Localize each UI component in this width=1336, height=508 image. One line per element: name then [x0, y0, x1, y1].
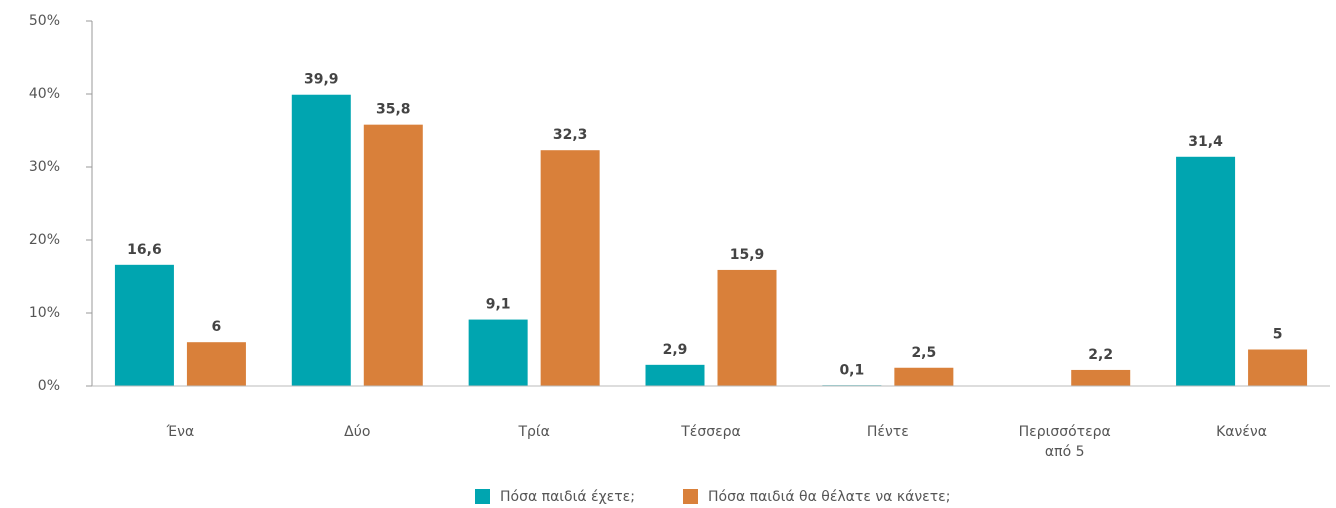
value-label: 16,6: [127, 242, 162, 258]
bar: [717, 269, 777, 386]
bar: [468, 319, 528, 386]
value-label: 5: [1273, 327, 1283, 343]
y-tick-label: 50%: [29, 13, 60, 29]
bar: [363, 124, 423, 386]
value-label: 15,9: [730, 247, 765, 263]
bar: [894, 367, 954, 386]
value-label: 35,8: [376, 102, 411, 118]
legend-label: Πόσα παιδιά θα θέλατε να κάνετε;: [708, 489, 950, 505]
bar: [540, 150, 600, 386]
bar: [291, 94, 351, 386]
y-tick-label: 40%: [29, 86, 60, 102]
value-label: 9,1: [486, 297, 511, 313]
x-tick-label: Τρία: [518, 424, 550, 440]
value-label: 39,9: [304, 72, 339, 88]
x-tick-label: Δύο: [344, 424, 371, 440]
value-label: 31,4: [1188, 134, 1223, 150]
y-tick-label: 20%: [29, 232, 60, 248]
value-label: 32,3: [553, 127, 588, 143]
x-tick-label: Ένα: [166, 424, 195, 440]
legend-swatch: [475, 489, 490, 504]
x-tick-label: Κανένα: [1216, 424, 1267, 440]
value-label: 2,5: [911, 345, 936, 361]
y-tick-label: 30%: [29, 159, 60, 175]
bar: [114, 264, 174, 386]
value-label: 6: [212, 319, 222, 335]
x-tick-label: Περισσότερα από 5: [1018, 424, 1111, 460]
value-label: 2,9: [663, 342, 688, 358]
value-label: 0,1: [839, 362, 864, 378]
legend-label: Πόσα παιδιά έχετε;: [500, 489, 635, 505]
y-tick-label: 10%: [29, 305, 60, 321]
value-label: 2,2: [1088, 347, 1113, 363]
y-tick-label: 0%: [38, 378, 60, 394]
bar: [186, 342, 246, 386]
bar: [645, 364, 705, 386]
x-tick-label: Πέντε: [866, 424, 909, 440]
x-tick-label: Τέσσερα: [681, 424, 741, 440]
legend-swatch: [683, 489, 698, 504]
bar: [1176, 156, 1236, 386]
bar: [1248, 349, 1308, 386]
bar: [1071, 369, 1131, 386]
